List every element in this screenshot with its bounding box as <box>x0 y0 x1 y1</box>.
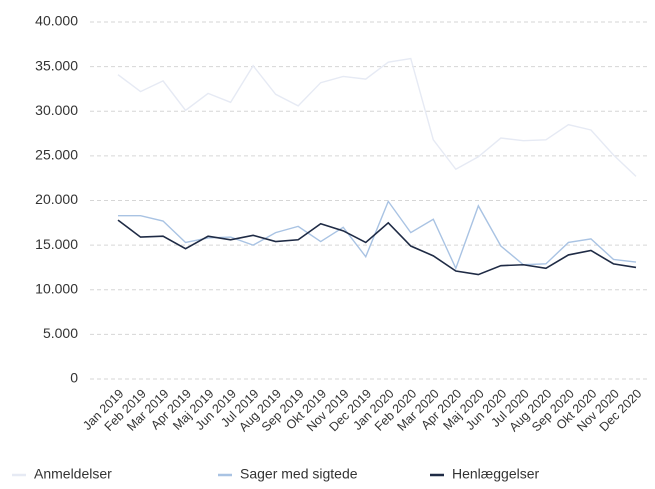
y-tick-label: 10.000 <box>35 280 78 296</box>
series-line <box>117 219 637 276</box>
legend-label: Sager med sigtede <box>240 466 358 482</box>
y-tick-label: 0 <box>70 370 78 386</box>
y-tick-label: 25.000 <box>35 147 78 163</box>
y-tick-label: 30.000 <box>35 102 78 118</box>
series-line <box>118 199 637 271</box>
y-tick-label: 35.000 <box>35 57 78 73</box>
y-tick-label: 20.000 <box>35 191 78 207</box>
y-tick-label: 15.000 <box>35 236 78 252</box>
y-tick-label: 5.000 <box>43 325 78 341</box>
legend-label: Anmeldelser <box>34 466 112 482</box>
series-line <box>117 57 637 177</box>
legend-label: Henlæggelser <box>452 466 539 482</box>
y-tick-label: 40.000 <box>35 13 78 29</box>
